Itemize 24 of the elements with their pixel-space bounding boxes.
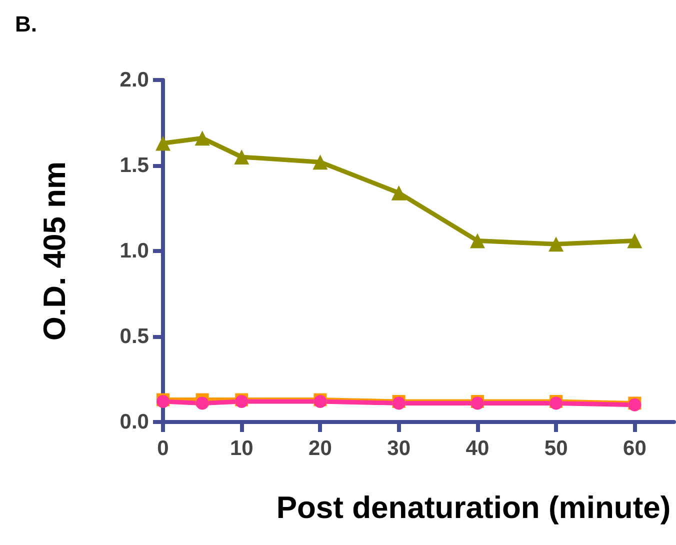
x-tick-label: 0 <box>157 437 169 460</box>
point <box>391 185 406 200</box>
x-tick-label: 60 <box>623 437 646 460</box>
point <box>196 396 209 410</box>
point <box>470 233 485 248</box>
y-tick-label: 1.0 <box>120 240 149 262</box>
x-tick-label: 20 <box>308 437 332 460</box>
x-axis-title: Post denaturation (minute) <box>276 490 671 525</box>
y-axis-title: O.D. 405 nm <box>37 161 72 341</box>
x-tick-label: 50 <box>544 437 568 460</box>
x-tick-label: 40 <box>466 437 490 460</box>
chart-title: B. <box>15 12 37 36</box>
y-tick-label: 0.0 <box>120 410 149 434</box>
x-tick-label: 30 <box>387 437 411 460</box>
y-tick-label: 0.5 <box>120 325 150 348</box>
point <box>234 149 250 164</box>
y-tick-label: 2.0 <box>120 68 149 92</box>
x-tick-label: 10 <box>230 437 254 460</box>
point <box>156 136 170 151</box>
y-tick-label: 1.5 <box>120 154 150 177</box>
point <box>548 236 564 252</box>
point <box>627 233 642 248</box>
point <box>194 130 210 146</box>
point <box>312 154 328 170</box>
